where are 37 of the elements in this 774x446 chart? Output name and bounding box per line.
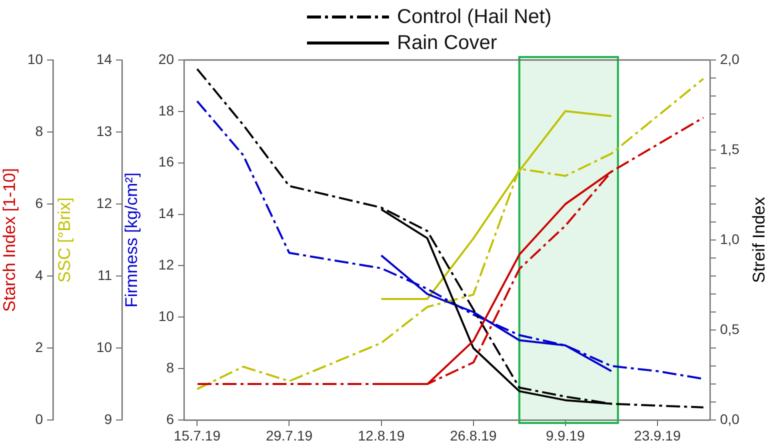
- legend-label: Rain Cover: [397, 31, 498, 56]
- y-tick-label: 16: [158, 154, 174, 170]
- x-tick-label: 23.9.19: [634, 427, 681, 444]
- y-tick-label: 14: [158, 205, 174, 222]
- y2-tick-label: 0,0: [720, 410, 740, 427]
- y-tick-label: 8: [166, 359, 174, 376]
- y3-tick-label: 14: [96, 50, 112, 67]
- y-tick-label: 2: [35, 338, 44, 355]
- y3-axis-title: SSC [°Brix]: [54, 197, 74, 283]
- y3-tick-label: 9: [104, 410, 112, 427]
- legend-label: Control (Hail Net): [397, 5, 552, 30]
- y3-tick-label: 11: [97, 266, 112, 283]
- y2-axis-title: Streif Index: [750, 196, 769, 283]
- y-tick-label: 18: [158, 102, 174, 118]
- y-tick-label: 4: [35, 266, 44, 283]
- x-tick-label: 15.7.19: [174, 427, 221, 444]
- x-tick-label: 29.7.19: [266, 427, 313, 444]
- y3-tick-label: 10: [96, 338, 112, 355]
- x-tick-label: 26.8.19: [450, 427, 497, 444]
- y-tick-label: 8: [35, 122, 44, 139]
- y-axis-title: Starch Index [1-10]: [0, 168, 19, 312]
- y2-tick-label: 1,0: [720, 230, 740, 247]
- y3-tick-label: 13: [96, 122, 112, 139]
- y2-tick-label: 2,0: [720, 50, 740, 67]
- x-tick-label: 9.9.19: [546, 427, 586, 444]
- y2-tick-label: 0,5: [720, 320, 740, 337]
- y-tick-label: 0: [35, 410, 44, 427]
- y3-tick-label: 12: [96, 194, 112, 211]
- y2-tick-label: 1,5: [720, 140, 740, 157]
- y-tick-label: 20: [158, 50, 174, 67]
- y-tick-label: 10: [27, 50, 44, 67]
- y-tick-label: 10: [158, 308, 174, 324]
- y-tick-label: 6: [35, 194, 44, 211]
- y-axis-title: Firmness [kg/cm²]: [122, 172, 141, 308]
- x-tick-label: 12.8.19: [358, 427, 405, 444]
- y-tick-label: 6: [166, 410, 174, 427]
- y-tick-label: 12: [158, 256, 174, 273]
